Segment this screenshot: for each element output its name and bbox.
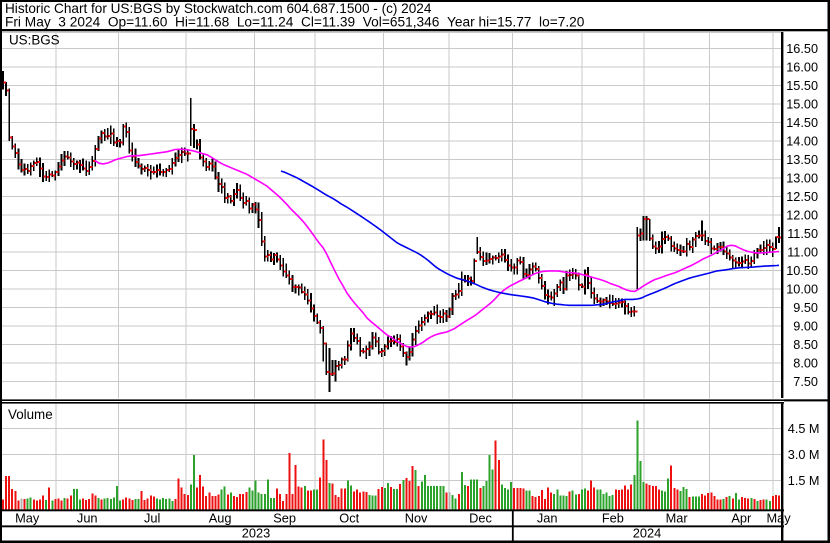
svg-text:Aug: Aug [209, 511, 232, 526]
svg-text:Volume: Volume [8, 407, 53, 422]
svg-text:14.00: 14.00 [786, 135, 818, 149]
svg-text:15.50: 15.50 [786, 79, 818, 93]
svg-text:8.50: 8.50 [793, 338, 818, 352]
svg-text:May: May [15, 511, 40, 526]
svg-text:11.00: 11.00 [787, 246, 818, 260]
svg-text:Mar: Mar [666, 511, 689, 526]
svg-text:Jul: Jul [144, 511, 160, 526]
svg-text:16.00: 16.00 [786, 61, 818, 75]
svg-text:12.00: 12.00 [786, 209, 818, 223]
svg-text:Feb: Feb [602, 511, 624, 526]
svg-text:Sep: Sep [273, 511, 296, 526]
svg-text:US:BGS: US:BGS [9, 33, 60, 48]
svg-text:13.50: 13.50 [786, 153, 818, 167]
svg-text:3.0 M: 3.0 M [788, 448, 820, 462]
svg-text:Dec: Dec [469, 511, 492, 526]
svg-text:16.50: 16.50 [786, 42, 818, 56]
svg-text:1.5 M: 1.5 M [788, 474, 820, 488]
svg-text:8.00: 8.00 [793, 357, 818, 371]
svg-text:4.5 M: 4.5 M [788, 422, 820, 436]
svg-text:14.50: 14.50 [786, 116, 818, 130]
svg-text:May: May [767, 511, 792, 526]
svg-text:10.50: 10.50 [786, 264, 818, 278]
svg-text:Historic Chart for US:BGS by S: Historic Chart for US:BGS by Stockwatch.… [5, 1, 432, 16]
svg-text:Jan: Jan [537, 511, 558, 526]
svg-text:Apr: Apr [731, 511, 752, 526]
svg-text:2023: 2023 [242, 526, 270, 541]
svg-text:Fri May 3 2024 Op=11.60 Hi=: Fri May 3 2024 Op=11.60 Hi=11.68 Lo=11.2… [5, 14, 585, 29]
svg-text:7.50: 7.50 [793, 375, 818, 389]
svg-text:Jun: Jun [77, 511, 98, 526]
svg-text:Oct: Oct [339, 511, 359, 526]
svg-text:13.00: 13.00 [786, 172, 818, 186]
svg-text:10.00: 10.00 [786, 283, 818, 297]
svg-text:12.50: 12.50 [786, 190, 818, 204]
svg-text:15.00: 15.00 [786, 98, 818, 112]
svg-text:11.50: 11.50 [787, 227, 818, 241]
svg-text:2024: 2024 [633, 526, 661, 541]
svg-text:9.00: 9.00 [793, 320, 818, 334]
svg-text:9.50: 9.50 [793, 301, 818, 315]
svg-text:Nov: Nov [405, 511, 428, 526]
